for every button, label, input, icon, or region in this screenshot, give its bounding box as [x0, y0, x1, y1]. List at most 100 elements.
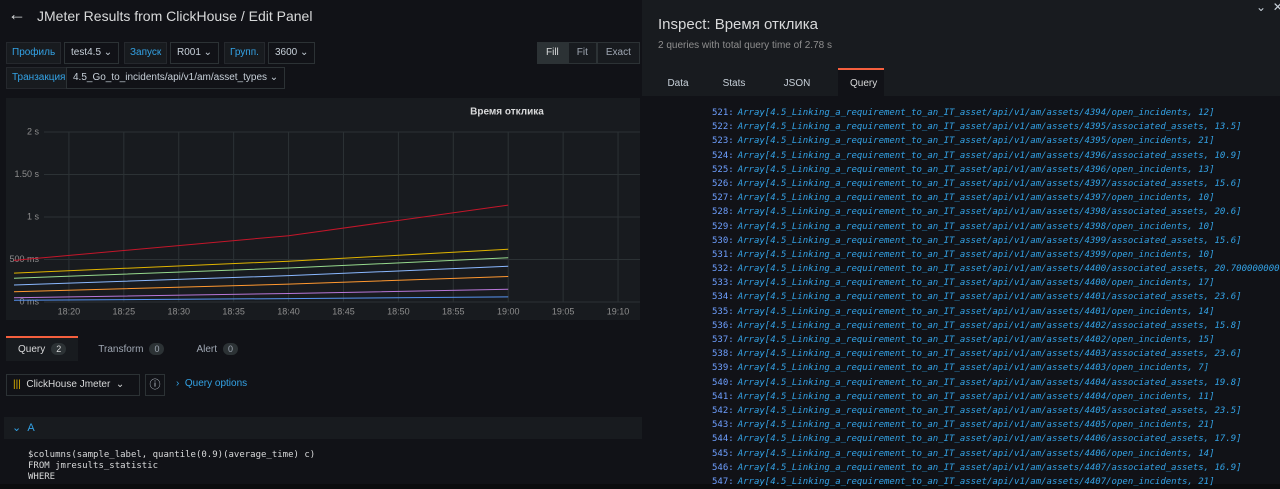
- datasource-select[interactable]: ||| ClickHouse Jmeter ⌄: [6, 374, 140, 396]
- variable-select[interactable]: 3600 ⌄: [268, 42, 316, 64]
- line-text: Array[4.5_Linking_a_requirement_to_an_IT…: [737, 476, 1215, 487]
- inspect-drawer: Inspect: Время отклика 2 queries with to…: [642, 0, 1280, 487]
- variable-select[interactable]: 4.5_Go_to_incidents/api/v1/am/asset_type…: [66, 67, 286, 89]
- editor-tab[interactable]: Alert 0: [184, 336, 250, 361]
- line-text: Array[4.5_Linking_a_requirement_to_an_IT…: [737, 462, 1242, 473]
- line-number: 522:: [712, 122, 734, 133]
- line-text: Array[4.5_Linking_a_requirement_to_an_IT…: [737, 363, 1210, 374]
- line-text: Array[4.5_Linking_a_requirement_to_an_IT…: [737, 235, 1242, 246]
- window-controls[interactable]: ⌄ ✕: [1256, 0, 1280, 14]
- inspect-tab[interactable]: JSON: [783, 78, 811, 89]
- query-line: 521: Array[4.5_Linking_a_requirement_to_a…: [712, 106, 1280, 120]
- line-number: 542:: [712, 405, 734, 416]
- query-line: 524: Array[4.5_Linking_a_requirement_to_a…: [712, 149, 1280, 163]
- query-line: 523: Array[4.5_Linking_a_requirement_to_a…: [712, 134, 1280, 148]
- query-options[interactable]: › Query options: [176, 378, 248, 389]
- line-number: 529:: [712, 221, 734, 232]
- line-number: 535:: [712, 306, 734, 317]
- line-number: 531:: [712, 249, 734, 260]
- inspect-tab[interactable]: Data: [667, 78, 689, 89]
- query-line: 538: Array[4.5_Linking_a_requirement_to_a…: [712, 347, 1280, 361]
- inspect-tab[interactable]: Query: [838, 68, 884, 97]
- series-line: [13, 257, 509, 279]
- query-line: 529: Array[4.5_Linking_a_requirement_to_a…: [712, 220, 1280, 234]
- line-number: 536:: [712, 320, 734, 331]
- query-line: 531: Array[4.5_Linking_a_requirement_to_a…: [712, 248, 1280, 262]
- view-mode[interactable]: Fit: [567, 42, 597, 64]
- y-tick-label: 500 ms: [9, 254, 39, 264]
- inspect-subtitle: 2 queries with total query time of 2.78 …: [658, 40, 832, 51]
- line-number: 533:: [712, 278, 734, 289]
- variable-value: 3600: [275, 47, 298, 58]
- query-line: 532: Array[4.5_Linking_a_requirement_to_a…: [712, 262, 1280, 276]
- x-tick-label: 18:35: [222, 306, 245, 316]
- code-editor[interactable]: $columns(sample_label, quantile(0.9)(ave…: [28, 450, 315, 483]
- editor-tab[interactable]: Query 2: [6, 336, 79, 361]
- line-text: Array[4.5_Linking_a_requirement_to_an_IT…: [737, 164, 1215, 175]
- x-tick-label: 19:10: [607, 306, 630, 316]
- line-text: Array[4.5_Linking_a_requirement_to_an_IT…: [737, 391, 1215, 402]
- x-tick-label: 18:25: [113, 306, 136, 316]
- tab-label: Transform: [98, 344, 144, 355]
- series-line: [13, 204, 509, 261]
- line-text: Array[4.5_Linking_a_requirement_to_an_IT…: [737, 278, 1215, 289]
- query-line: 546: Array[4.5_Linking_a_requirement_to_a…: [712, 461, 1280, 475]
- line-text: Array[4.5_Linking_a_requirement_to_an_IT…: [737, 264, 1280, 275]
- code-line: $columns(sample_label, quantile(0.9)(ave…: [28, 450, 316, 460]
- query-line: 526: Array[4.5_Linking_a_requirement_to_a…: [712, 177, 1280, 191]
- line-number: 544:: [712, 434, 734, 445]
- line-text: Array[4.5_Linking_a_requirement_to_an_IT…: [737, 178, 1242, 189]
- y-tick-label: 1 s: [27, 211, 40, 221]
- datasource: ClickHouse Jmeter: [26, 379, 111, 390]
- chart: Время отклика 0 ms 500 ms 1 s 1.50 s 2 s 18:2…: [9, 107, 640, 316]
- line-number: 526:: [712, 178, 734, 189]
- query-row[interactable]: ⌄ A: [4, 417, 642, 439]
- tab-label: Query: [18, 344, 46, 355]
- tab-count: 0: [149, 343, 165, 355]
- line-number: 546:: [712, 462, 734, 473]
- query-line: 534: Array[4.5_Linking_a_requirement_to_a…: [712, 290, 1280, 304]
- line-number: 534:: [712, 292, 734, 303]
- inspect-tabs: Data Stats JSON Query: [650, 68, 884, 97]
- variable-value: R001: [177, 47, 201, 58]
- code-line: FROM jmresults_statistic: [28, 461, 159, 471]
- line-text: Array[4.5_Linking_a_requirement_to_an_IT…: [737, 405, 1242, 416]
- query-line: 542: Array[4.5_Linking_a_requirement_to_a…: [712, 404, 1280, 418]
- y-tick-label: 1.50 s: [14, 169, 39, 179]
- query-line: 528: Array[4.5_Linking_a_requirement_to_a…: [712, 205, 1280, 219]
- view-mode[interactable]: Fill: [537, 42, 568, 64]
- line-text: Array[4.5_Linking_a_requirement_to_an_IT…: [737, 320, 1242, 331]
- inspect-tab[interactable]: Stats: [722, 78, 746, 89]
- line-number: 543:: [712, 420, 734, 431]
- query-line: 541: Array[4.5_Linking_a_requirement_to_a…: [712, 390, 1280, 404]
- x-tick-label: 18:45: [332, 306, 355, 316]
- line-text: Array[4.5_Linking_a_requirement_to_an_IT…: [737, 420, 1215, 431]
- variable-label: Запуск: [124, 42, 168, 64]
- line-text: Array[4.5_Linking_a_requirement_to_an_IT…: [737, 150, 1242, 161]
- variable-value: test4.5: [71, 47, 102, 58]
- line-number: 527:: [712, 193, 734, 204]
- series-line: [13, 288, 509, 299]
- editor-tab[interactable]: Transform 0: [86, 336, 176, 361]
- variable-select[interactable]: R001 ⌄: [170, 42, 220, 64]
- line-number: 539:: [712, 363, 734, 374]
- help-icon[interactable]: ⓘ: [145, 374, 165, 396]
- query-options-text: Query options: [184, 378, 248, 389]
- query-line: 525: Array[4.5_Linking_a_requirement_to_a…: [712, 163, 1280, 177]
- back-arrow[interactable]: ←: [8, 4, 26, 24]
- tab-label: Alert: [196, 344, 218, 355]
- line-text: Array[4.5_Linking_a_requirement_to_an_IT…: [737, 108, 1215, 118]
- line-number: 521:: [712, 108, 734, 118]
- line-number: 547:: [712, 476, 734, 487]
- query-line: 537: Array[4.5_Linking_a_requirement_to_a…: [712, 333, 1280, 347]
- variable-select[interactable]: test4.5 ⌄: [64, 42, 120, 64]
- query-line: 539: Array[4.5_Linking_a_requirement_to_a…: [712, 361, 1280, 375]
- variable-label: Профиль: [6, 42, 62, 64]
- query-line: 545: Array[4.5_Linking_a_requirement_to_a…: [712, 447, 1280, 461]
- inspect-title: Inspect: Время отклика: [658, 16, 818, 33]
- variable-label: Групп.: [224, 42, 265, 64]
- line-number: 537:: [712, 335, 734, 345]
- query-output: [642, 96, 1280, 484]
- view-mode[interactable]: Exact: [596, 42, 640, 64]
